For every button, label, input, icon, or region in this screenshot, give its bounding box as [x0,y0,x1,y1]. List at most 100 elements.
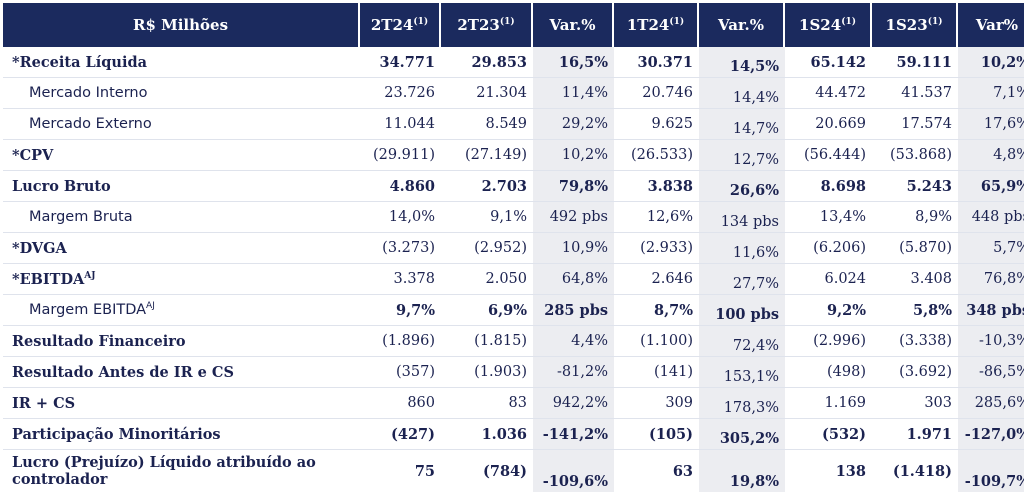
variation-cell: 153,1% [699,357,785,388]
table-row: Resultado Financeiro (1.896) (1.815) 4,4% (1… [3,326,1024,357]
value-cell: (2.996) [785,326,872,357]
value-cell: 1.036 [441,419,533,450]
row-label-superscript: AJ [146,301,155,312]
table-row: Mercado Externo 11.044 8.549 29,2% 9.625 14,7… [3,109,1024,140]
column-header-label: Var% [975,16,1019,34]
value-cell: 2.050 [441,264,533,295]
value-cell: 6,9% [441,295,533,326]
financial-results-table: R$ Milhões 2T24(1) 2T23(1) Var.% 1T24(1) Var.… [3,3,1024,492]
value-cell: 6.024 [785,264,872,295]
variation-cell: 448 pbs [958,202,1024,233]
value-cell: 23.726 [360,78,441,109]
row-label-text: IR + CS [12,394,76,412]
value-cell: (56.444) [785,140,872,171]
table-row: *DVGA (3.273) (2.952) 10,9% (2.933) 11,6% (6.2… [3,233,1024,264]
value-cell: 8.698 [785,171,872,202]
value-cell: 5.243 [872,171,958,202]
variation-cell: 11,6% [699,233,785,264]
row-label-text: *CPV [12,146,54,164]
value-cell: 29.853 [441,47,533,78]
value-cell: (784) [483,462,527,480]
value-cell: 9.625 [614,109,699,140]
value-cell: 17.574 [872,109,958,140]
table-row: Margem EBITDAAJ 9,7% 6,9% 285 pbs 8,7% 100 pb… [3,295,1024,326]
row-label-text: *EBITDA [12,270,85,288]
value-cell: 14,0% [360,202,441,233]
variation-cell: 10,9% [533,233,614,264]
value-cell: 3.838 [614,171,699,202]
variation-cell: 14,5% [699,47,785,78]
value-cell: (3.338) [872,326,958,357]
variation-cell: -81,2% [533,357,614,388]
column-header-label: Var.% [718,16,764,34]
table-row: Mercado Interno 23.726 21.304 11,4% 20.746 14… [3,78,1024,109]
variation-cell: -10,3% [958,326,1024,357]
variation-cell: 11,4% [533,78,614,109]
table-row: *Receita Líquida 34.771 29.853 16,5% 30.371 1… [3,47,1024,78]
value-cell: (1.903) [441,357,533,388]
variation-cell: -127,0% [958,419,1024,450]
variation-cell: 5,7% [958,233,1024,264]
value-cell: 75 [414,462,435,480]
table-row: Resultado Antes de IR e CS (357) (1.903) -8… [3,357,1024,388]
variation-cell: 100 pbs [699,295,785,326]
row-label: *EBITDAAJ [3,264,360,295]
value-cell: (427) [360,419,441,450]
variation-cell: 4,8% [958,140,1024,171]
row-label-text: Resultado Financeiro [12,332,186,350]
variation-cell: -141,2% [533,419,614,450]
value-cell: 8,9% [872,202,958,233]
column-header-footnote: (1) [841,17,856,27]
table-row: Lucro Bruto 4.860 2.703 79,8% 3.838 26,6% 8.69… [3,171,1024,202]
variation-cell: 64,8% [533,264,614,295]
table-row: *EBITDAAJ 3.378 2.050 64,8% 2.646 27,7% 6.024 3… [3,264,1024,295]
variation-cell: -109,6% [533,450,614,492]
value-cell: (532) [785,419,872,450]
column-header-label: 2T23 [457,16,500,34]
row-label-text: *Receita Líquida [12,53,147,71]
value-cell: (53.868) [872,140,958,171]
variation-cell: 12,7% [699,140,785,171]
variation-cell: 17,6% [958,109,1024,140]
column-header-footnote: (1) [499,17,515,27]
row-label: Mercado Interno [3,78,360,109]
value-cell: 9,1% [441,202,533,233]
column-header-footnote: (1) [927,17,943,27]
variation-cell: 19,8% [699,450,785,492]
column-header: 1S23(1) [872,3,958,47]
row-label: Lucro (Prejuízo) Líquido atribuído ao co… [3,450,360,492]
variation-cell: 10,2% [958,47,1024,78]
value-cell: (1.896) [360,326,441,357]
row-label: IR + CS [3,388,360,419]
value-cell: 9,2% [785,295,872,326]
value-cell: 20.746 [614,78,699,109]
table-header-row: R$ Milhões 2T24(1) 2T23(1) Var.% 1T24(1) Var.… [3,3,1024,47]
column-header: Var.% [533,3,614,47]
table-row: *CPV (29.911) (27.149) 10,2% (26.533) 12,7% (5… [3,140,1024,171]
row-label-text: Lucro Bruto [12,177,111,195]
variation-cell: 14,4% [699,78,785,109]
value-cell: 11.044 [360,109,441,140]
value-cell: 138 [835,462,866,480]
value-cell: (498) [785,357,872,388]
column-header-label: 1S23 [885,16,928,34]
table-row: Margem Bruta 14,0% 9,1% 492 pbs 12,6% 134 pbs… [3,202,1024,233]
column-header: 1T24(1) [614,3,699,47]
value-cell: 65.142 [785,47,872,78]
value-cell: (357) [360,357,441,388]
column-header-footnote: (1) [669,17,685,27]
value-cell: (1.100) [614,326,699,357]
table-row: Lucro (Prejuízo) Líquido atribuído ao co… [3,450,1024,492]
row-label-text: Resultado Antes de IR e CS [12,363,234,381]
value-cell: 2.703 [441,171,533,202]
row-label: Margem EBITDAAJ [3,295,360,326]
column-header: Var% [958,3,1024,47]
variation-cell: 72,4% [699,326,785,357]
row-label-text: *DVGA [12,239,67,257]
column-header-label: Var.% [549,16,596,34]
row-label-text: Margem EBITDA [29,302,147,318]
variation-cell: 27,7% [699,264,785,295]
row-label: Participação Minoritários [3,419,360,450]
row-label: Resultado Antes de IR e CS [3,357,360,388]
value-cell: (29.911) [360,140,441,171]
